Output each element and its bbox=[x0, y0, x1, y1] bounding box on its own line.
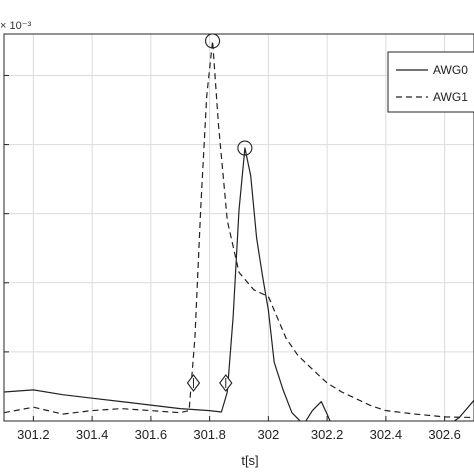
x-tick-label: 302.6 bbox=[428, 427, 461, 442]
x-tick-label: 301.2 bbox=[17, 427, 50, 442]
series-awg1-line bbox=[4, 40, 474, 419]
series-awg0-line bbox=[4, 147, 474, 421]
legend-label-awg1: AWG1 bbox=[433, 90, 468, 104]
legend: AWG0 AWG1 bbox=[387, 51, 474, 113]
x-axis-label: t[s] bbox=[241, 453, 258, 468]
series-layer bbox=[4, 40, 474, 421]
x-tick-label: 301.8 bbox=[193, 427, 226, 442]
x-tick-label: 302.2 bbox=[311, 427, 344, 442]
legend-label-awg0: AWG0 bbox=[433, 63, 468, 77]
peak-circle-marker bbox=[237, 140, 253, 156]
axes-frame bbox=[3, 33, 474, 422]
legend-box bbox=[387, 51, 474, 113]
y-exponent-label: × 10⁻³ bbox=[0, 20, 32, 32]
x-tick-label: 302.4 bbox=[370, 427, 403, 442]
x-tick-label: 301.4 bbox=[76, 427, 109, 442]
tick-layer: 301.2 301.4 301.6 301.8 302 302.2 302.4 302.6 bbox=[4, 74, 461, 442]
x-tick-label: 301.6 bbox=[135, 427, 168, 442]
marker-layer bbox=[186, 33, 253, 392]
x-tick-label: 302 bbox=[258, 427, 280, 442]
